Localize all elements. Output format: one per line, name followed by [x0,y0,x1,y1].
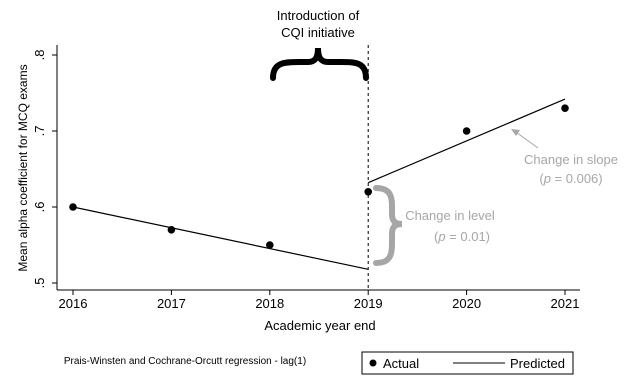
x-tick-label: 2019 [354,296,383,311]
x-tick-label: 2018 [255,296,284,311]
y-tick-label: .7 [32,126,47,137]
y-tick-label: .6 [32,202,47,213]
actual-point [561,104,569,112]
slope-annotation-line2: (p = 0.006) [539,171,602,186]
actual-point [462,127,471,135]
legend-actual-marker [369,359,377,367]
y-tick-label: .5 [32,278,47,289]
curly-brace-vertical [373,185,403,266]
legend: Actual Predicted [361,351,574,375]
actual-points [69,104,569,249]
actual-point [69,203,77,211]
regression-note: Prais-Winsten and Cochrane-Orcutt regres… [64,356,306,367]
x-tick-label: 2017 [157,296,186,311]
x-tick-label: 2021 [551,296,580,311]
actual-point [266,241,274,249]
slope-annotation-line1: Change in slope [524,152,618,167]
x-tick-label: 2016 [59,296,88,311]
actual-point [167,226,176,234]
predicted-segment-1 [72,206,369,270]
legend-actual-label: Actual [383,356,419,371]
y-tick-label: .8 [32,50,47,61]
curly-brace-horizontal [270,47,369,81]
actual-point [364,188,373,196]
intervention-annotation-line1: Introduction of [277,8,360,23]
x-ticks: 2016 2017 2018 2019 2020 2021 [59,290,580,311]
x-tick-label: 2020 [452,296,481,311]
y-ticks: .5 .6 .7 .8 [32,50,57,289]
intervention-annotation-line2: CQI initiative [281,25,355,40]
level-annotation-line2: (p = 0.01) [434,229,490,244]
predicted-segment-2 [367,98,566,184]
legend-predicted-label: Predicted [510,356,565,371]
slope-arrow-head [511,129,520,136]
level-annotation-line1: Change in level [405,208,495,223]
y-axis-label: Mean alpha coefficient for MCQ exams [16,64,30,271]
predicted-lines [72,98,566,270]
x-axis-label: Academic year end [264,318,375,333]
